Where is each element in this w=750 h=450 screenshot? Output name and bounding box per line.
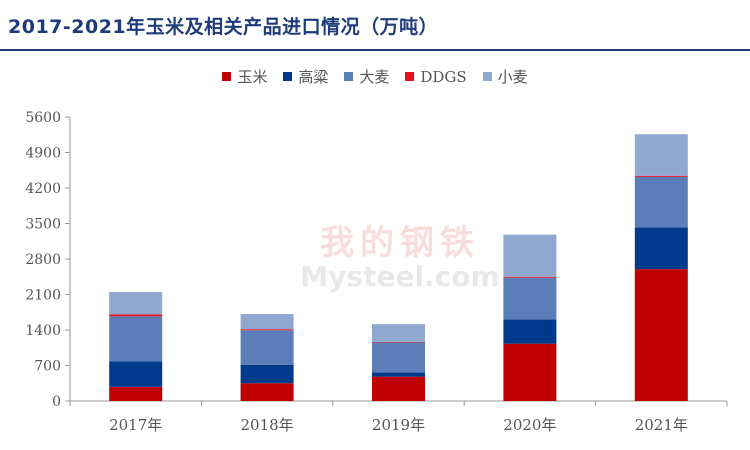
legend-item-ddgs: DDGS [405, 66, 467, 87]
y-tick-label: 5600 [25, 110, 61, 126]
legend-item-sorghum: 高粱 [283, 66, 328, 87]
bar-segment-wheat [372, 324, 425, 342]
y-tick-label: 1400 [25, 323, 61, 339]
bar-segment-ddgs [109, 314, 163, 317]
y-tick-label: 0 [52, 394, 61, 410]
legend-label-wheat: 小麦 [497, 68, 528, 86]
legend-label-corn: 玉米 [237, 68, 268, 86]
legend: 玉米 高粱 大麦 DDGS 小麦 [0, 66, 750, 87]
bar-segment-sorghum [240, 364, 294, 384]
bar-segment-ddgs [634, 175, 688, 177]
bar-segment-corn [503, 343, 557, 401]
y-tick-label: 2800 [25, 252, 61, 268]
bar-segment-corn [109, 386, 163, 401]
bar-segment-corn [372, 376, 425, 401]
bar-segment-sorghum [634, 227, 688, 270]
legend-label-ddgs: DDGS [420, 67, 467, 86]
x-tick-label: 2019年 [372, 416, 425, 434]
legend-label-barley: 大麦 [359, 68, 390, 86]
legend-swatch-corn [222, 72, 232, 81]
bar-segment-ddgs [503, 276, 557, 278]
legend-swatch-ddgs [405, 72, 415, 81]
legend-label-sorghum: 高粱 [298, 68, 329, 86]
bar-segment-wheat [109, 291, 163, 315]
legend-swatch-sorghum [283, 72, 293, 81]
bar-segment-sorghum [109, 361, 163, 387]
legend-item-barley: 大麦 [344, 66, 389, 87]
y-tick-label: 2100 [25, 288, 61, 304]
bar-segment-ddgs [240, 329, 294, 331]
x-tick-label: 2017年 [109, 416, 162, 434]
chart-title: 2017-2021年玉米及相关产品进口情况（万吨） [8, 16, 439, 38]
bar-segment-barley [109, 316, 163, 362]
x-tick-label: 2021年 [635, 416, 688, 434]
bar-segment-barley [503, 277, 557, 320]
legend-swatch-wheat [482, 72, 492, 81]
title-underline [0, 49, 750, 51]
bar-segment-barley [372, 342, 425, 373]
bar-segment-sorghum [372, 372, 425, 377]
x-tick-label: 2018年 [241, 416, 294, 434]
bar-segment-wheat [240, 314, 294, 330]
y-tick-label: 4900 [25, 146, 61, 162]
bar-segment-sorghum [503, 319, 557, 344]
bar-segment-corn [240, 383, 294, 401]
bar-segment-wheat [634, 134, 688, 176]
y-tick-label: 700 [34, 359, 61, 375]
y-tick-label: 4200 [25, 181, 61, 197]
bar-segment-barley [634, 176, 688, 228]
legend-swatch-barley [344, 72, 354, 81]
bar-segment-corn [634, 269, 688, 401]
bar-segment-barley [240, 330, 294, 365]
bar-segment-ddgs [372, 341, 425, 343]
bar-segment-wheat [503, 234, 557, 277]
legend-item-corn: 玉米 [222, 66, 267, 87]
x-tick-label: 2020年 [503, 416, 556, 434]
legend-item-wheat: 小麦 [482, 66, 528, 87]
y-tick-label: 3500 [25, 217, 61, 233]
